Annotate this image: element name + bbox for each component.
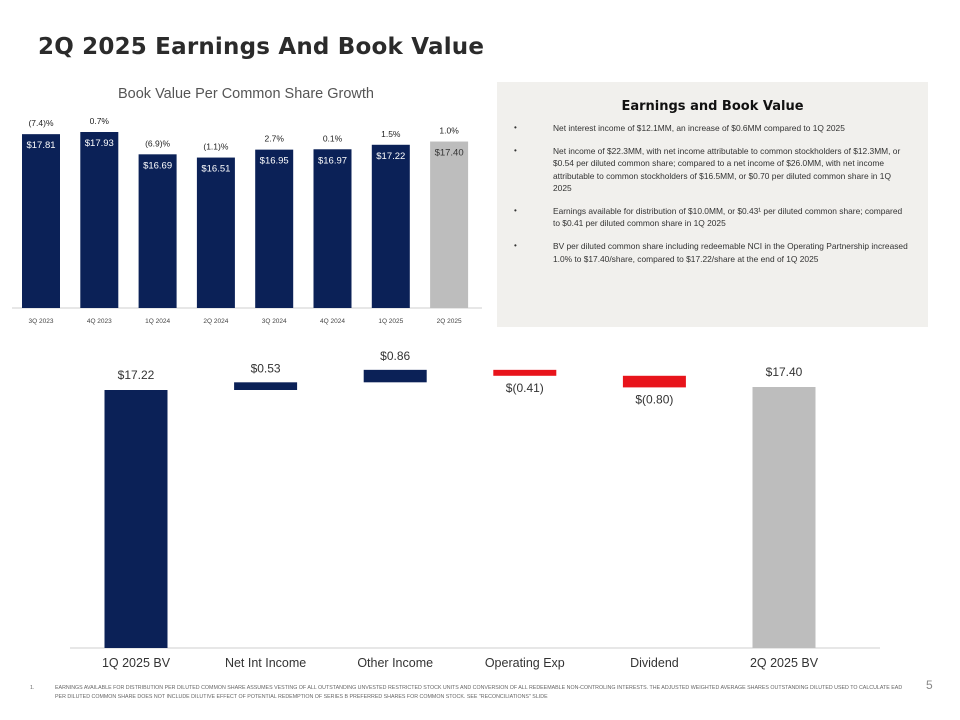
bv-bar-value-label: $16.95: [260, 156, 289, 167]
bv-growth-label: 0.7%: [90, 116, 110, 126]
bullet-text: Earnings available for distribution of $…: [553, 206, 903, 229]
bv-x-tick-label: 4Q 2023: [87, 318, 112, 325]
bv-bar-value-label: $17.93: [85, 138, 114, 149]
footnote: 1. Earnings available for distribution p…: [30, 684, 910, 702]
bv-growth-label: 1.0%: [439, 126, 459, 136]
bv-growth-label: 0.1%: [323, 133, 343, 143]
bv-bar-value-label: $16.97: [318, 155, 347, 166]
bv-bar-value-label: $16.69: [143, 160, 172, 171]
bv-bar-value-label: $16.51: [201, 164, 230, 175]
bv-x-tick-label: 1Q 2024: [145, 318, 170, 325]
bv-growth-label: 1.5%: [381, 129, 401, 139]
bullet-item: • Earnings available for distribution of …: [497, 205, 928, 229]
bv-bar: [255, 149, 294, 308]
bv-bar: [138, 154, 177, 308]
bullet-item: • Net income of $22.3MM, with net income …: [497, 145, 928, 194]
bullet-icon: •: [514, 146, 517, 156]
bullet-icon: •: [514, 123, 517, 132]
bv-growth-label: (1.1)%: [203, 142, 228, 152]
footnote-number: 1.: [30, 685, 35, 691]
bullet-icon: •: [514, 206, 517, 216]
bullet-item: • BV per diluted common share including r…: [497, 240, 928, 264]
bv-growth-label: (7.4)%: [28, 118, 53, 128]
bv-x-tick-label: 1Q 2025: [378, 318, 403, 325]
bv-growth-label: (6.9)%: [145, 138, 170, 148]
bv-bar: [371, 144, 410, 308]
panel-title: Earnings and Book Value: [621, 99, 804, 114]
bv-x-tick-label: 2Q 2024: [203, 318, 228, 325]
bv-bar-value-label: $17.81: [26, 140, 55, 151]
bv-bar: [313, 149, 352, 308]
footnote-text: Earnings available for distribution per …: [55, 685, 903, 700]
page-title: 2Q 2025 Earnings And Book Value: [38, 34, 485, 60]
bv-bar-value-label: $17.22: [376, 151, 405, 162]
bv-x-tick-label: 3Q 2024: [262, 318, 287, 325]
bv-growth-label: 2.7%: [265, 134, 285, 144]
bullet-list: • Net interest income of $12.1MM, an incr…: [497, 122, 928, 276]
bv-x-tick-label: 2Q 2025: [437, 318, 462, 325]
bullet-item: • Net interest income of $12.1MM, an incr…: [497, 122, 928, 134]
earnings-panel: Earnings and Book Value • Net interest in…: [497, 82, 928, 327]
page-number: 5: [926, 678, 933, 692]
bv-x-tick-label: 3Q 2023: [29, 318, 54, 325]
bullet-text: Net income of $22.3MM, with net income a…: [553, 146, 901, 193]
bullet-text: Net interest income of $12.1MM, an incre…: [553, 123, 845, 133]
bullet-icon: •: [514, 241, 517, 251]
bv-bar: [22, 134, 60, 308]
bv-bar: [196, 157, 235, 308]
bv-chart-title: Book Value Per Common Share Growth: [118, 86, 374, 102]
bv-bar-value-label: $17.40: [435, 148, 464, 159]
bv-x-tick-label: 4Q 2024: [320, 318, 345, 325]
bullet-text: BV per diluted common share including re…: [553, 241, 908, 264]
bv-bar: [80, 132, 119, 308]
bv-bar: [430, 141, 469, 308]
